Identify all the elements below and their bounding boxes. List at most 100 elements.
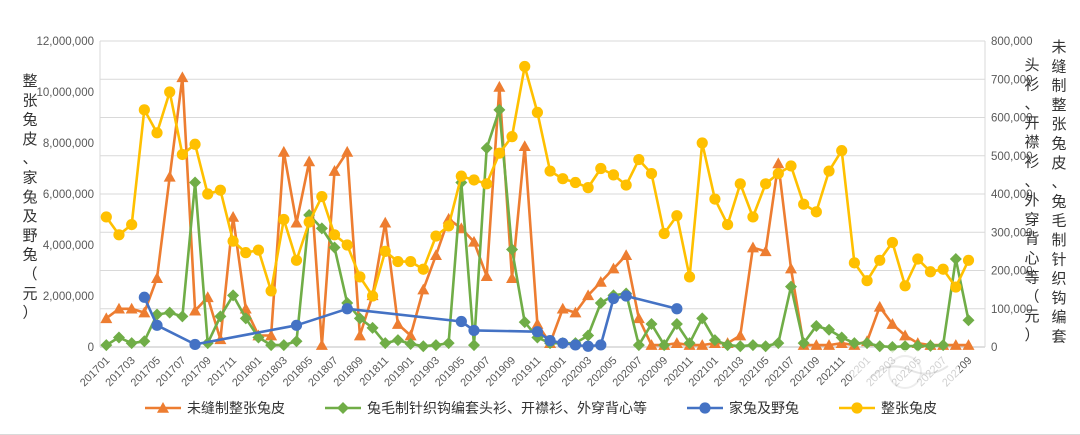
data-point-triangle [696,339,709,350]
data-point-circle [633,153,645,166]
data-point-triangle [176,71,189,83]
data-point-diamond [645,318,658,331]
data-point-circle [164,86,176,98]
data-point-circle [912,253,924,265]
data-point-diamond [746,339,759,352]
data-point-triangle [518,140,531,151]
data-point-diamond [227,289,240,302]
left-axis-tick-label: 10,000,000 [36,87,94,99]
data-point-circle [303,216,315,228]
right-axis-tick-label: 600,000 [991,113,1033,125]
data-point-diamond [899,340,912,353]
right-axis-title-outer: 未缝制整张兔皮、兔毛制针织钩编套 [1051,39,1066,346]
data-point-circle [341,303,353,315]
data-point-diamond [772,337,785,350]
data-point-circle [455,315,467,328]
left-axis-title: 整张兔皮、家兔及野兔（元） [22,73,37,322]
watermark [850,350,960,394]
data-point-circle [481,178,493,190]
data-point-triangle [138,306,151,318]
data-point-circle [699,402,711,414]
data-point-diamond [163,306,176,319]
chart-legend: 未缝制整张兔皮 兔毛制针织钩编套头衫、开襟衫、外穿背心等 家兔及野兔 整张兔皮 [0,398,1080,418]
data-point-circle [252,244,265,256]
legend-item-whole-rabbit-skins[interactable]: 整张兔皮 [837,398,937,418]
axis-title-char: 等 [1024,268,1039,286]
data-point-circle [569,176,582,189]
data-point-diamond [252,331,265,344]
axis-title-char: 未 [1051,39,1066,56]
data-point-triangle [772,157,785,169]
data-point-diamond [594,297,607,310]
data-point-circle [937,263,949,275]
data-point-triangle [112,302,125,314]
data-point-triangle [189,304,202,316]
data-point-circle [607,292,620,305]
data-point-circle [709,193,721,205]
data-point-diamond [366,321,379,334]
data-point-circle [620,290,632,302]
data-point-circle [443,220,455,232]
data-point-circle [836,145,848,157]
right-axis-tick-label: 400,000 [991,189,1033,201]
legend-item-rabbit-hair-knitwear[interactable]: 兔毛制针织钩编套头衫、开襟衫、外穿背心等 [323,398,647,418]
legend-circle-icon [687,402,723,414]
gridlines [99,40,986,348]
axis-title-char: 穿 [1024,211,1039,228]
axis-title-char: 开 [1024,115,1039,132]
legend-item-domestic-and-wild-rabbits[interactable]: 家兔及野兔 [685,398,799,418]
data-point-diamond [138,335,151,348]
data-point-circle [886,236,899,249]
axis-title-char: 及 [22,208,37,225]
data-point-circle [392,255,404,268]
axis-title-char: 缝 [1051,58,1066,75]
data-point-circle [569,339,582,351]
data-point-triangle [645,339,658,350]
data-point-triangle [404,329,417,341]
axis-title-char: 制 [1051,232,1066,249]
right-axis-tick-label: 100,000 [991,304,1033,316]
axis-title-char: 制 [1051,78,1066,95]
right-axis-tick-label: 0 [991,342,997,354]
data-point-circle [366,290,379,302]
axis-title-char: 、 [1051,174,1066,191]
data-point-triangle [531,318,544,329]
data-point-circle [595,339,607,351]
data-point-diamond [176,310,189,323]
data-point-circle [848,257,860,269]
data-point-diamond [429,339,442,352]
data-point-circle [874,254,886,266]
legend-item-unsewn-whole-rabbit-skins[interactable]: 未缝制整张兔皮 [143,398,285,418]
data-point-diamond [391,334,404,347]
axis-title-char: 、 [1024,96,1039,113]
left-axis-ticks: 0 2,000,000 4,000,000 6,000,000 8,000,000 10,… [36,36,94,354]
data-point-diamond [337,402,349,414]
data-point-diamond [112,331,125,344]
data-point-triangle [391,318,404,329]
data-point-circle [607,169,620,181]
data-point-triangle [163,170,176,182]
data-point-triangle [607,262,620,274]
data-point-diamond [328,241,341,254]
data-point-triangle [442,212,455,224]
right-axis-tick-label: 500,000 [991,151,1033,163]
data-point-circle [519,60,531,73]
axis-title-char: 兔 [22,112,37,129]
legend-label: 整张兔皮 [881,400,937,416]
data-point-circle [189,338,201,351]
data-point-diamond [873,340,886,353]
data-point-circle [493,147,505,159]
data-point-circle [544,165,556,177]
data-point-circle [861,275,873,287]
axis-title-char: 张 [1051,116,1066,133]
data-point-diamond [468,339,481,352]
data-point-circle [531,106,544,118]
data-point-circle [138,291,150,303]
data-point-diamond [848,337,861,350]
data-point-circle [278,213,290,226]
data-point-triangle [429,249,442,260]
data-point-diamond [835,331,848,344]
axis-title-char: 元 [22,285,37,302]
